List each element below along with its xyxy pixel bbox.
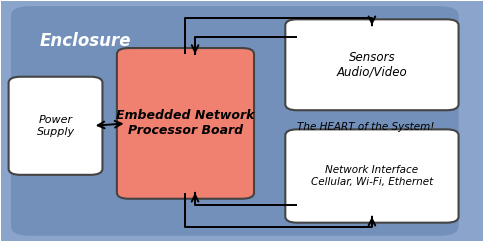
Text: Sensors
Audio/Video: Sensors Audio/Video [336,51,408,79]
FancyBboxPatch shape [285,129,458,223]
FancyBboxPatch shape [285,19,458,110]
Text: Network Interface
Cellular, Wi-Fi, Ethernet: Network Interface Cellular, Wi-Fi, Ether… [311,165,433,187]
Text: The HEART of the System!: The HEART of the System! [297,122,435,132]
FancyBboxPatch shape [9,77,103,175]
Text: Embedded Network
Processor Board: Embedded Network Processor Board [116,109,255,137]
FancyBboxPatch shape [117,48,254,199]
Text: Enclosure: Enclosure [40,32,131,51]
FancyBboxPatch shape [11,6,458,236]
Text: Power
Supply: Power Supply [36,115,75,136]
